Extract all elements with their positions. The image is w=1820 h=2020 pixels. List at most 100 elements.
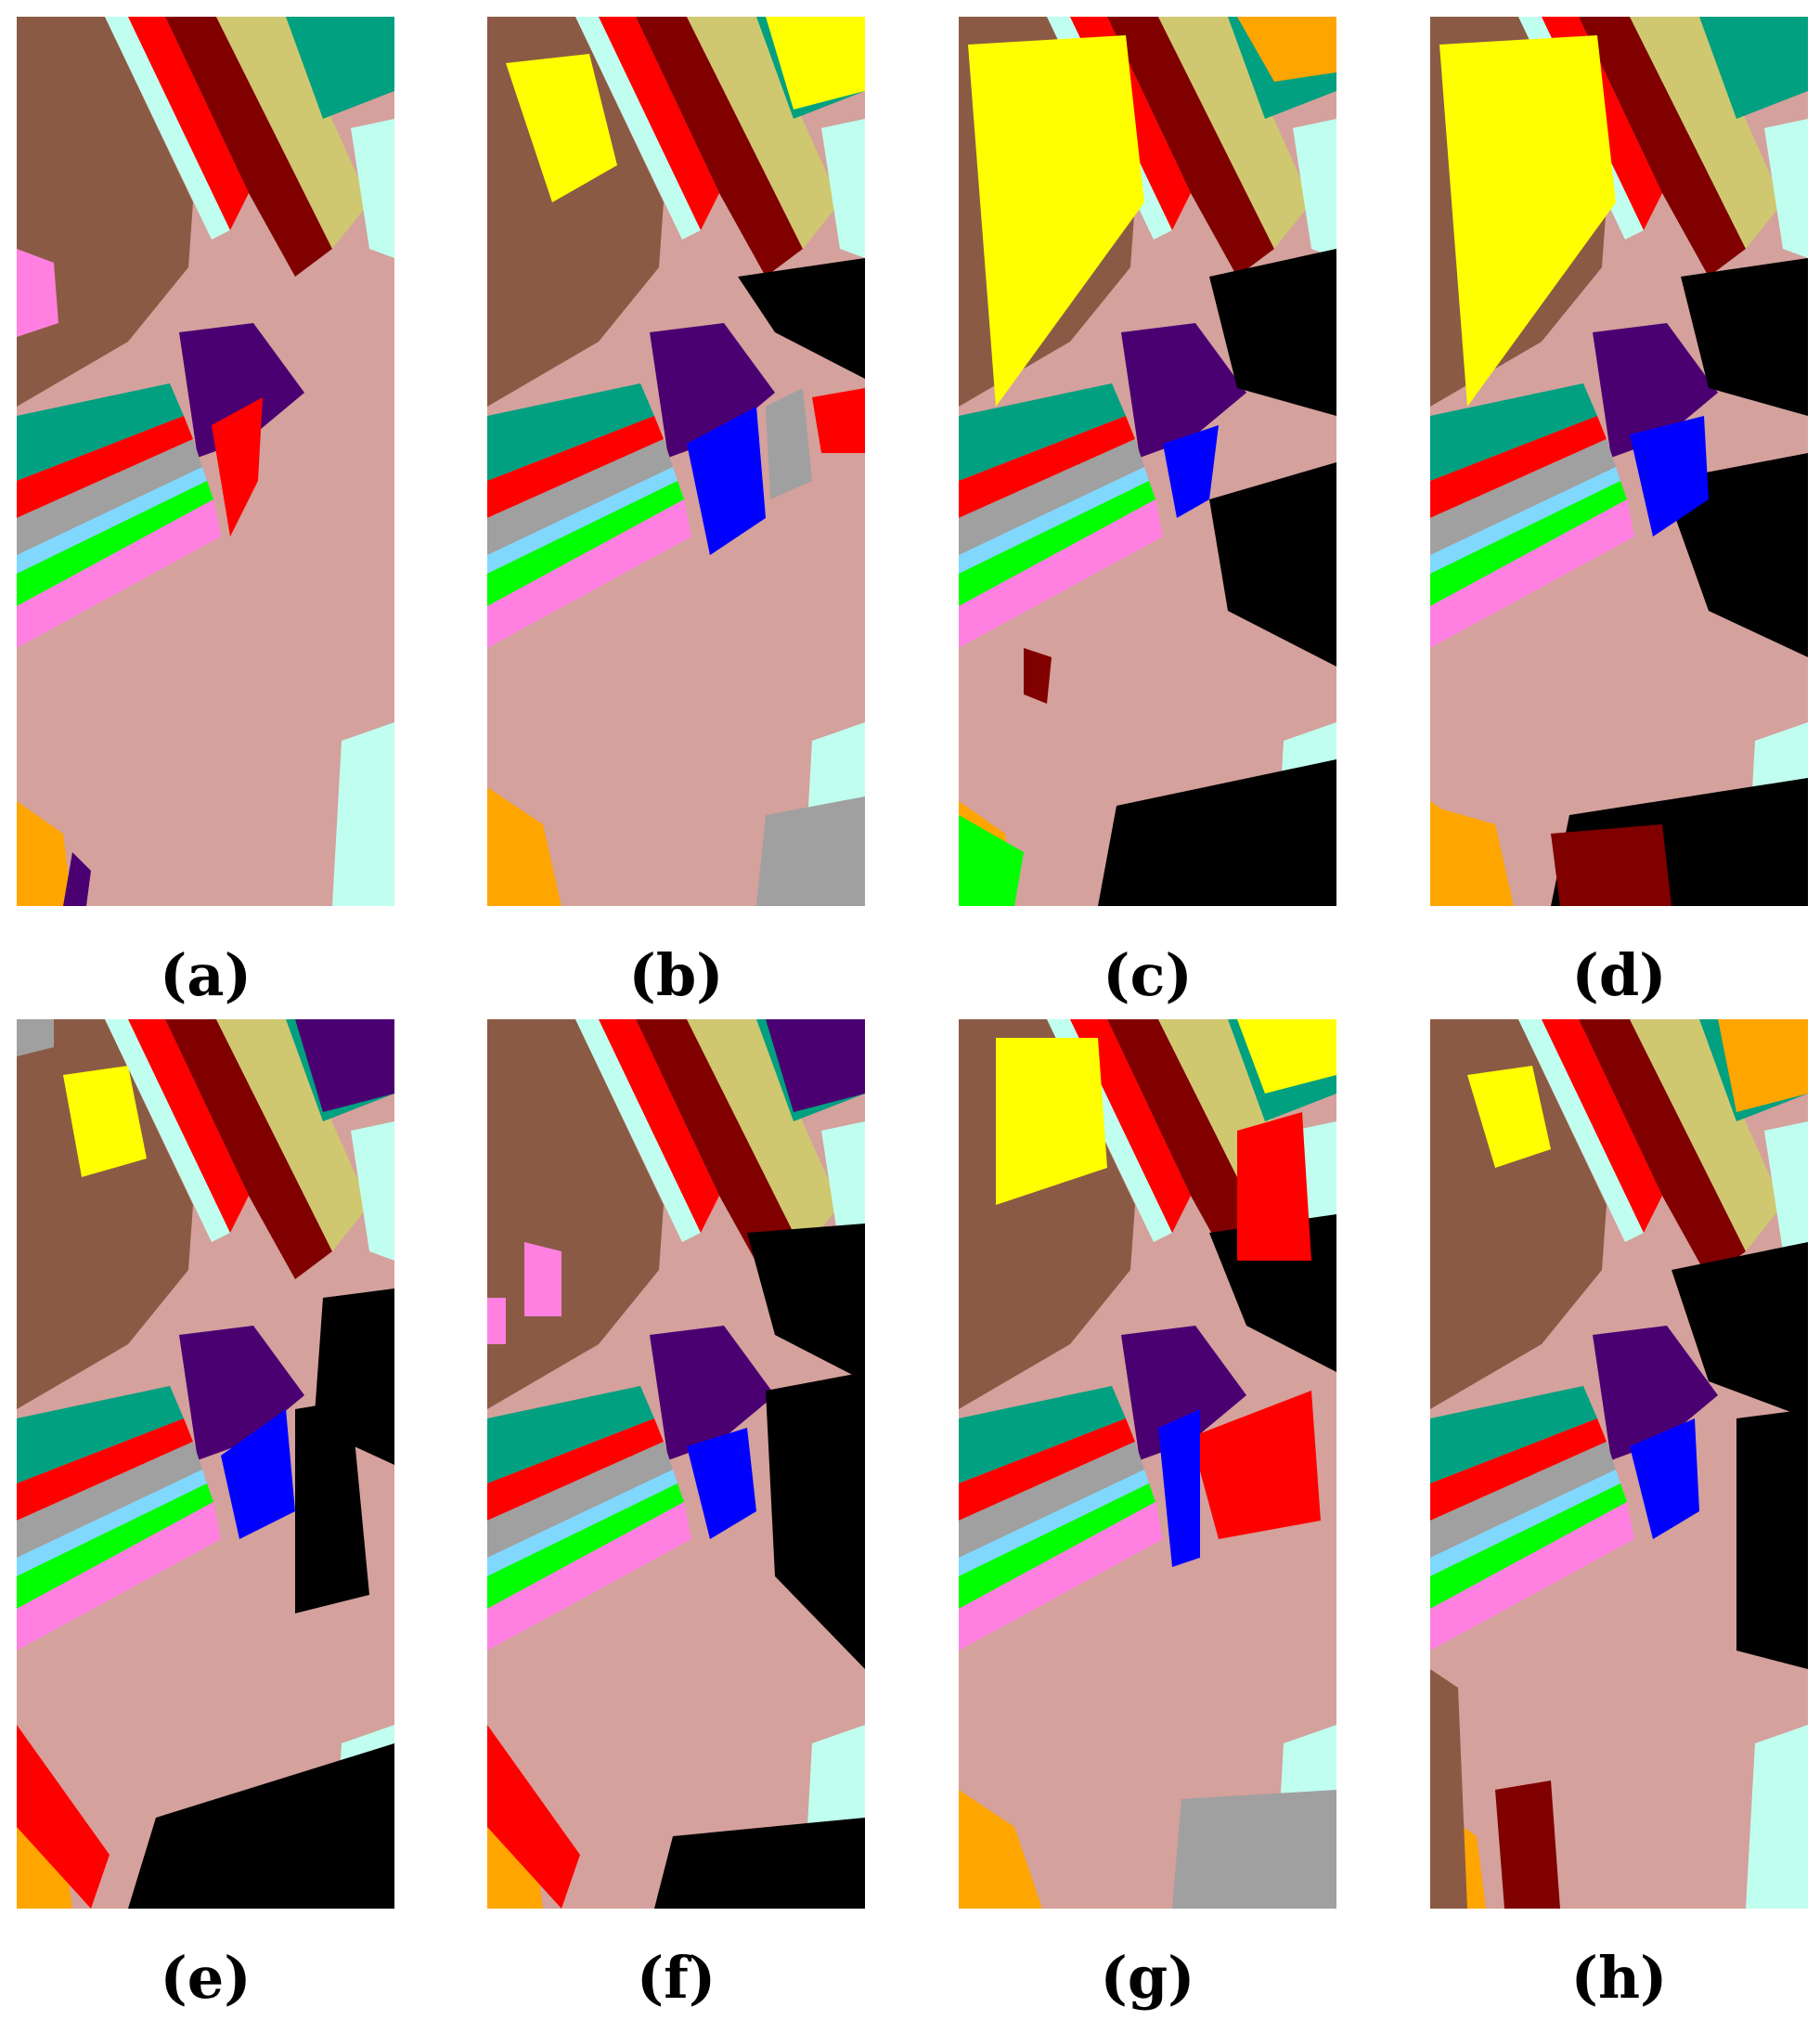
region-yellow	[968, 35, 1144, 407]
region-gray	[487, 439, 673, 555]
region-green	[959, 815, 1024, 906]
region-red	[1191, 1391, 1321, 1539]
region-khaki	[687, 17, 840, 249]
region-black	[1098, 759, 1336, 906]
region-blue	[687, 407, 766, 555]
region-brown	[17, 17, 193, 407]
region-green	[959, 481, 1155, 606]
classification-map-f	[487, 1019, 865, 1909]
region-mint	[351, 119, 394, 258]
region-maroon	[1579, 17, 1746, 277]
region-orange	[1237, 17, 1336, 82]
region-mint	[105, 17, 230, 240]
region-maroon	[1551, 824, 1672, 906]
region-red	[487, 416, 664, 518]
map-f-svg	[487, 1019, 865, 1909]
region-violet	[1121, 323, 1246, 458]
region-brown	[1430, 1669, 1467, 1909]
region-red	[17, 1725, 110, 1909]
region-red	[212, 397, 263, 537]
region-violet	[650, 1326, 775, 1460]
region-light-blue	[17, 467, 207, 574]
map-h-svg	[1430, 1019, 1808, 1909]
region-gray	[1172, 1790, 1336, 1909]
region-black	[654, 1818, 865, 1909]
caption-b: (b)	[628, 941, 724, 1009]
region-maroon	[165, 1019, 332, 1279]
region-yellow	[766, 17, 865, 110]
classification-map-d	[1430, 17, 1808, 906]
region-brown	[1430, 1019, 1607, 1409]
region-violet	[1593, 323, 1718, 458]
region-black	[1209, 462, 1336, 667]
region-violet	[1593, 1326, 1718, 1460]
region-red	[599, 1019, 719, 1233]
region-teal	[487, 1386, 654, 1483]
region-gray	[17, 1019, 54, 1056]
region-light-blue	[1430, 1470, 1620, 1576]
region-gray	[959, 1442, 1144, 1558]
region-khaki	[687, 1019, 840, 1251]
region-gray	[1430, 1442, 1616, 1558]
region-green	[487, 481, 684, 606]
region-pink	[959, 1502, 1163, 1651]
region-teal	[1430, 1386, 1597, 1483]
region-black	[295, 1400, 369, 1613]
region-red	[17, 1418, 193, 1521]
caption-d: (d)	[1571, 941, 1667, 1009]
region-black	[738, 258, 865, 379]
region-maroon	[636, 17, 803, 277]
region-light-blue	[1430, 467, 1620, 574]
region-yellow	[63, 1066, 147, 1177]
region-mint	[351, 1121, 394, 1261]
map-b-svg	[487, 17, 865, 906]
region-maroon	[165, 17, 332, 277]
region-teal	[286, 17, 394, 119]
classification-map-a	[17, 17, 394, 906]
region-pink	[17, 499, 221, 648]
region-violet	[63, 852, 91, 906]
region-violet	[1121, 1326, 1246, 1460]
region-pink	[17, 1502, 221, 1651]
region-blue	[1163, 425, 1219, 518]
region-red	[128, 1019, 249, 1233]
region-khaki	[1630, 1019, 1783, 1251]
map-d-svg	[1430, 17, 1808, 906]
region-maroon	[1107, 1019, 1274, 1279]
caption-g: (g)	[1100, 1944, 1195, 2012]
region-yellow	[1439, 35, 1616, 407]
region-green	[17, 1483, 213, 1609]
region-mint	[1293, 119, 1336, 258]
region-teal	[1430, 383, 1597, 481]
region-violet	[295, 1019, 394, 1112]
region-pink	[1430, 1502, 1634, 1651]
caption-c: (c)	[1103, 941, 1193, 1009]
region-mint	[575, 17, 701, 240]
region-mint	[105, 1019, 230, 1242]
region-red	[487, 1725, 580, 1909]
region-yellow	[1237, 1019, 1336, 1094]
region-pink	[959, 499, 1163, 648]
region-khaki	[216, 1019, 369, 1251]
region-black	[747, 1224, 865, 1381]
region-blue	[687, 1428, 756, 1539]
region-red	[812, 388, 865, 453]
region-light-blue	[959, 467, 1149, 574]
region-red	[1542, 1019, 1662, 1233]
region-pink	[1430, 499, 1634, 648]
region-teal	[959, 383, 1126, 481]
region-khaki	[1158, 17, 1311, 249]
region-teal	[17, 1386, 184, 1483]
region-pink	[487, 499, 691, 648]
region-red	[487, 1418, 664, 1521]
region-pink	[17, 249, 58, 337]
region-orange	[1430, 806, 1514, 906]
region-teal	[959, 1386, 1126, 1483]
region-orange	[1718, 1019, 1808, 1112]
map-c-svg	[959, 17, 1336, 906]
classification-map-h	[1430, 1019, 1808, 1909]
region-red	[128, 17, 249, 230]
region-khaki	[216, 17, 369, 249]
region-black	[1209, 249, 1336, 416]
region-violet	[650, 323, 775, 458]
